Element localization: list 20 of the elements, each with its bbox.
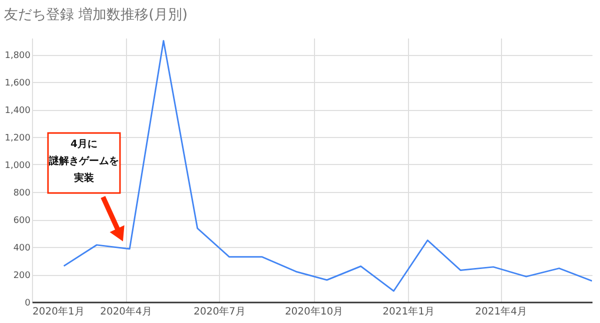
- y-tick-label: 1,600: [4, 78, 31, 88]
- y-tick-label: 800: [13, 188, 31, 198]
- y-tick-label: 1,000: [4, 161, 31, 171]
- annotation: 謎解きゲームを: [48, 155, 119, 167]
- annotation: 実装: [73, 172, 95, 184]
- chart-title: 友だち登録 増加数推移(月別): [4, 6, 188, 23]
- y-tick-label: 200: [13, 271, 31, 281]
- y-tick-label: 600: [13, 216, 31, 226]
- annotation: 4月に: [70, 139, 98, 150]
- x-tick-label: 2020年1月: [32, 306, 84, 318]
- x-tick-label: 2020年7月: [194, 306, 246, 318]
- y-tick-label: 400: [13, 244, 31, 254]
- x-tick-label: 2021年4月: [475, 306, 527, 318]
- y-tick-label: 1,200: [4, 134, 31, 144]
- x-tick-label: 2021年1月: [382, 306, 434, 318]
- x-tick-label: 2020年4月: [100, 306, 152, 318]
- y-tick-label: 1,400: [4, 106, 31, 116]
- y-tick-label: 1,800: [4, 51, 31, 61]
- y-tick-label: 0: [24, 298, 31, 308]
- x-tick-label: 2020年10月: [284, 306, 344, 318]
